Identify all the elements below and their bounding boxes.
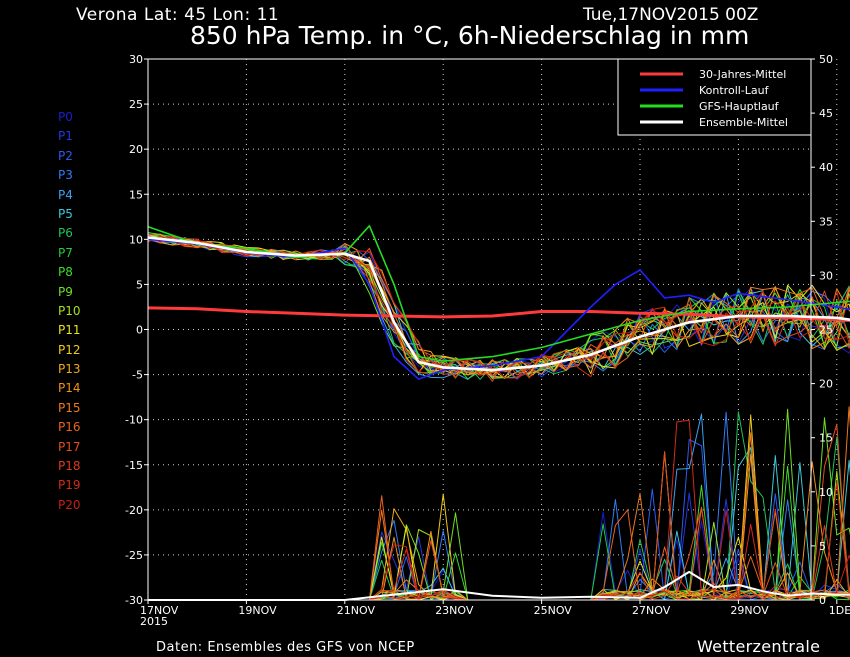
legend-label: Ensemble-Mittel: [699, 116, 788, 129]
right-tick-label: 50: [819, 53, 833, 66]
left-tick-label: -5: [132, 369, 143, 382]
member-precip-line: [148, 470, 850, 601]
member-label: P11: [58, 323, 81, 338]
legend-label: 30-Jahres-Mittel: [699, 68, 786, 81]
member-label: P6: [58, 226, 73, 241]
right-tick-label: 20: [819, 378, 833, 391]
x-tick-label: 29NOV: [730, 604, 769, 617]
x-tick-label: 2015: [140, 615, 168, 628]
series-line: [147, 236, 850, 372]
chart-title: 850 hPa Temp. in °C, 6h-Niederschlag in …: [190, 21, 750, 50]
left-tick-label: -30: [125, 594, 143, 607]
right-tick-label: 25: [819, 324, 833, 337]
member-label: P9: [58, 284, 73, 299]
member-label: P3: [58, 168, 73, 183]
right-tick-label: 0: [819, 594, 826, 607]
member-label: P4: [58, 187, 73, 202]
brand-label: Wetterzentrale: [697, 637, 821, 656]
member-label: P19: [58, 478, 81, 493]
member-lines: [147, 232, 850, 601]
right-tick-label: 35: [819, 215, 833, 228]
left-tick-label: 15: [129, 188, 143, 201]
left-tick-label: 30: [129, 53, 143, 66]
series-line: [147, 225, 850, 362]
right-tick-label: 10: [819, 486, 833, 499]
member-label: P12: [58, 342, 81, 357]
left-tick-label: 20: [129, 143, 143, 156]
x-tick-label: 1DEC: [829, 604, 850, 617]
member-label: P14: [58, 381, 81, 396]
member-temp-line: [147, 235, 850, 378]
member-precip-line: [148, 511, 850, 601]
x-tick-label: 23NOV: [435, 604, 474, 617]
series-line: [148, 570, 850, 601]
plot-frame: [147, 58, 812, 601]
member-label: P8: [58, 265, 73, 280]
x-tick-label: 19NOV: [238, 604, 277, 617]
right-tick-label: 45: [819, 107, 833, 120]
member-temp-line: [147, 234, 850, 382]
grid: [148, 59, 838, 600]
series-line: [147, 238, 850, 380]
left-tick-label: 5: [136, 278, 143, 291]
right-tick-label: 30: [819, 269, 833, 282]
left-tick-label: -10: [125, 414, 143, 427]
x-tick-label: 21NOV: [337, 604, 376, 617]
left-tick-label: -25: [125, 549, 143, 562]
member-label: P2: [58, 148, 73, 163]
member-labels: P0 P1 P2 P3 P4 P5 P6 P7 P8 P9 P10 P11 P12 P13 P14 P15 P1…: [58, 110, 98, 517]
left-tick-label: 25: [129, 98, 143, 111]
member-label: P1: [58, 129, 73, 144]
data-source-label: Daten: Ensembles des GFS von NCEP: [156, 640, 415, 655]
legend: 30-Jahres-Mittel Kontroll-Lauf GFS-Hauptla…: [617, 58, 812, 136]
legend-label: Kontroll-Lauf: [699, 84, 770, 97]
x-tick-label: 27NOV: [632, 604, 671, 617]
x-tick-label: 25NOV: [534, 604, 573, 617]
member-label: P7: [58, 245, 73, 260]
station-label: Verona Lat: 45 Lon: 11: [76, 5, 280, 25]
right-tick-label: 15: [819, 432, 833, 445]
member-label: P17: [58, 439, 81, 454]
member-label: P15: [58, 400, 81, 415]
left-tick-label: -15: [125, 459, 143, 472]
main-series: [147, 225, 850, 601]
left-tick-label: 10: [129, 233, 143, 246]
left-tick-label: 0: [136, 324, 143, 337]
member-label: P13: [58, 362, 81, 377]
member-label: P5: [58, 206, 73, 221]
left-tick-label: -20: [125, 504, 143, 517]
run-date-label: Tue,17NOV2015 00Z: [583, 5, 759, 25]
legend-label: GFS-Hauptlauf: [699, 100, 780, 113]
x-tick-label: 17NOV: [140, 604, 179, 617]
member-temp-line: [147, 237, 850, 380]
right-tick-label: 40: [819, 161, 833, 174]
axes: 302520151050-5-10-15-20-25-3050454035302…: [125, 53, 850, 628]
member-label: P18: [58, 459, 81, 474]
member-label: P0: [58, 110, 73, 124]
member-temp-line: [147, 235, 850, 379]
member-label: P16: [58, 420, 81, 435]
member-label: P10: [58, 303, 81, 318]
member-label: P20: [58, 497, 81, 512]
right-tick-label: 5: [819, 540, 826, 553]
